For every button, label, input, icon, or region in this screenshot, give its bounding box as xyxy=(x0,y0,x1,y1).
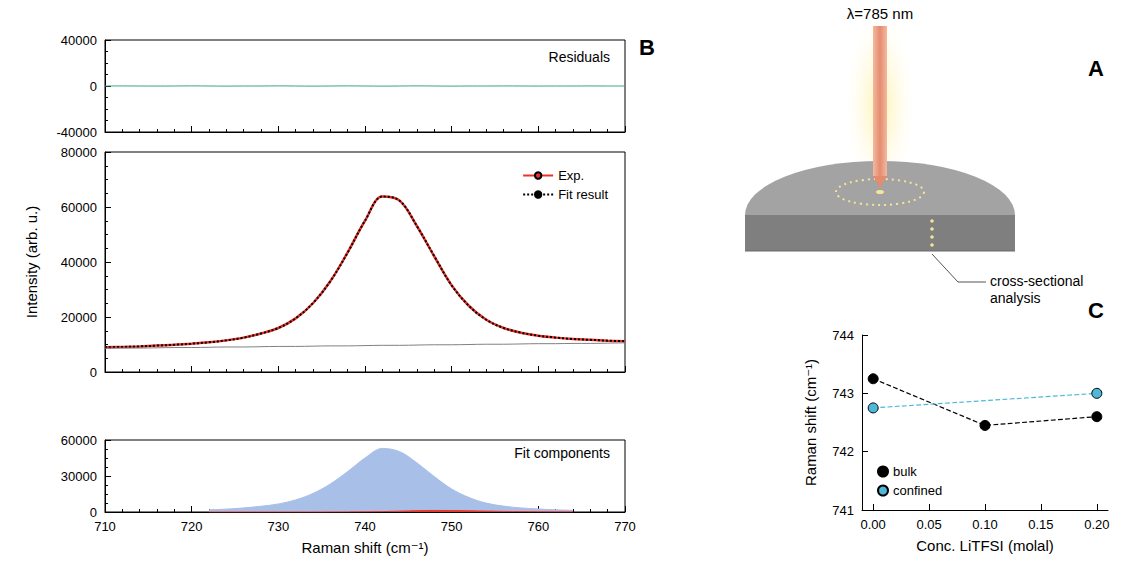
svg-text:cross-sectional: cross-sectional xyxy=(990,273,1083,289)
svg-text:710: 710 xyxy=(94,519,116,534)
svg-text:confined: confined xyxy=(893,483,942,498)
svg-text:bulk: bulk xyxy=(893,464,917,479)
svg-text:Residuals: Residuals xyxy=(549,49,610,65)
svg-text:Fit components: Fit components xyxy=(514,445,610,461)
svg-text:0.20: 0.20 xyxy=(1084,517,1109,532)
svg-text:730: 730 xyxy=(267,519,289,534)
svg-text:-40000: -40000 xyxy=(57,125,97,140)
svg-text:A: A xyxy=(1088,56,1104,81)
svg-text:744: 744 xyxy=(832,328,854,343)
svg-text:λ=785 nm: λ=785 nm xyxy=(847,5,913,22)
svg-text:Raman shift (cm⁻¹): Raman shift (cm⁻¹) xyxy=(802,359,819,486)
svg-text:0.00: 0.00 xyxy=(861,517,886,532)
svg-text:760: 760 xyxy=(527,519,549,534)
svg-text:Exp.: Exp. xyxy=(558,168,584,183)
svg-text:0: 0 xyxy=(90,365,97,380)
svg-text:Conc. LiTFSI (molal): Conc. LiTFSI (molal) xyxy=(916,537,1054,554)
svg-text:740: 740 xyxy=(354,519,376,534)
svg-text:Fit result: Fit result xyxy=(558,187,608,202)
svg-text:60000: 60000 xyxy=(61,433,97,448)
svg-text:720: 720 xyxy=(181,519,203,534)
svg-text:analysis: analysis xyxy=(990,290,1041,306)
svg-text:0.10: 0.10 xyxy=(972,517,997,532)
svg-text:750: 750 xyxy=(441,519,463,534)
svg-text:60000: 60000 xyxy=(61,200,97,215)
svg-text:0.15: 0.15 xyxy=(1028,517,1053,532)
svg-text:40000: 40000 xyxy=(61,33,97,48)
svg-text:742: 742 xyxy=(832,444,854,459)
svg-text:B: B xyxy=(639,35,655,60)
svg-text:20000: 20000 xyxy=(61,310,97,325)
svg-text:0.05: 0.05 xyxy=(916,517,941,532)
svg-text:80000: 80000 xyxy=(61,145,97,160)
svg-text:0: 0 xyxy=(90,79,97,94)
svg-text:C: C xyxy=(1088,298,1104,323)
svg-text:Raman shift (cm⁻¹): Raman shift (cm⁻¹) xyxy=(301,539,428,556)
svg-text:30000: 30000 xyxy=(61,469,97,484)
svg-text:40000: 40000 xyxy=(61,255,97,270)
svg-text:770: 770 xyxy=(614,519,636,534)
svg-text:741: 741 xyxy=(832,503,854,518)
svg-text:0: 0 xyxy=(90,505,97,520)
svg-text:743: 743 xyxy=(832,386,854,401)
svg-text:Intensity (arb. u.): Intensity (arb. u.) xyxy=(23,206,40,319)
